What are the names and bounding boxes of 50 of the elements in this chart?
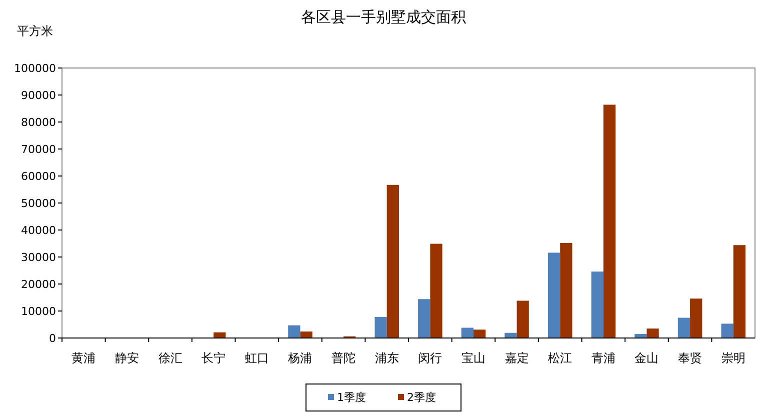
x-tick-label: 松江 bbox=[548, 351, 572, 365]
x-tick-label: 青浦 bbox=[591, 351, 616, 365]
x-tick-label: 浦东 bbox=[374, 351, 399, 365]
x-tick-label: 普陀 bbox=[332, 351, 356, 365]
x-tick-label: 金山 bbox=[634, 351, 659, 365]
y-tick-label: 80000 bbox=[21, 116, 56, 129]
x-tick-label: 黄浦 bbox=[72, 351, 96, 365]
x-tick-label: 闵行 bbox=[418, 351, 442, 365]
bar bbox=[288, 325, 300, 338]
bar bbox=[473, 330, 486, 338]
x-tick-label: 杨浦 bbox=[287, 351, 312, 365]
x-tick-label: 崇明 bbox=[721, 351, 746, 365]
bar bbox=[386, 184, 399, 338]
y-tick-label: 30000 bbox=[21, 251, 56, 264]
legend-label: 2季度 bbox=[407, 391, 436, 404]
bar bbox=[603, 104, 616, 338]
y-tick-label: 20000 bbox=[21, 278, 56, 291]
y-tick-label: 70000 bbox=[21, 143, 56, 156]
bar bbox=[374, 316, 387, 338]
bar bbox=[560, 242, 572, 338]
bar bbox=[504, 332, 517, 338]
bar bbox=[516, 300, 529, 338]
bar bbox=[678, 318, 690, 338]
x-tick-label: 奉贤 bbox=[678, 351, 702, 365]
x-tick-label: 嘉定 bbox=[504, 351, 529, 365]
bar bbox=[591, 272, 604, 338]
bar bbox=[418, 299, 430, 338]
bar bbox=[733, 245, 746, 338]
bar bbox=[721, 324, 734, 338]
y-tick-label: 0 bbox=[49, 332, 56, 345]
y-tick-label: 100000 bbox=[14, 62, 56, 75]
y-axis-title: 平方米 bbox=[17, 24, 53, 38]
x-tick-label: 长宁 bbox=[202, 351, 226, 365]
legend-label: 1季度 bbox=[337, 391, 366, 404]
x-tick-label: 宝山 bbox=[461, 351, 486, 365]
bar bbox=[690, 298, 702, 338]
y-tick-label: 10000 bbox=[21, 305, 56, 318]
x-tick-label: 静安 bbox=[114, 351, 139, 365]
x-tick-label: 虹口 bbox=[244, 351, 269, 365]
bar bbox=[646, 328, 659, 338]
x-tick-label: 徐汇 bbox=[158, 351, 182, 365]
y-tick-label: 60000 bbox=[21, 170, 56, 183]
bar bbox=[430, 244, 442, 338]
bar bbox=[461, 328, 474, 338]
chart-title: 各区县一手别墅成交面积 bbox=[301, 8, 466, 26]
bar bbox=[300, 332, 312, 338]
y-tick-label: 40000 bbox=[21, 224, 56, 237]
y-tick-label: 50000 bbox=[21, 197, 56, 210]
bar bbox=[548, 252, 560, 338]
y-tick-label: 90000 bbox=[21, 89, 56, 102]
